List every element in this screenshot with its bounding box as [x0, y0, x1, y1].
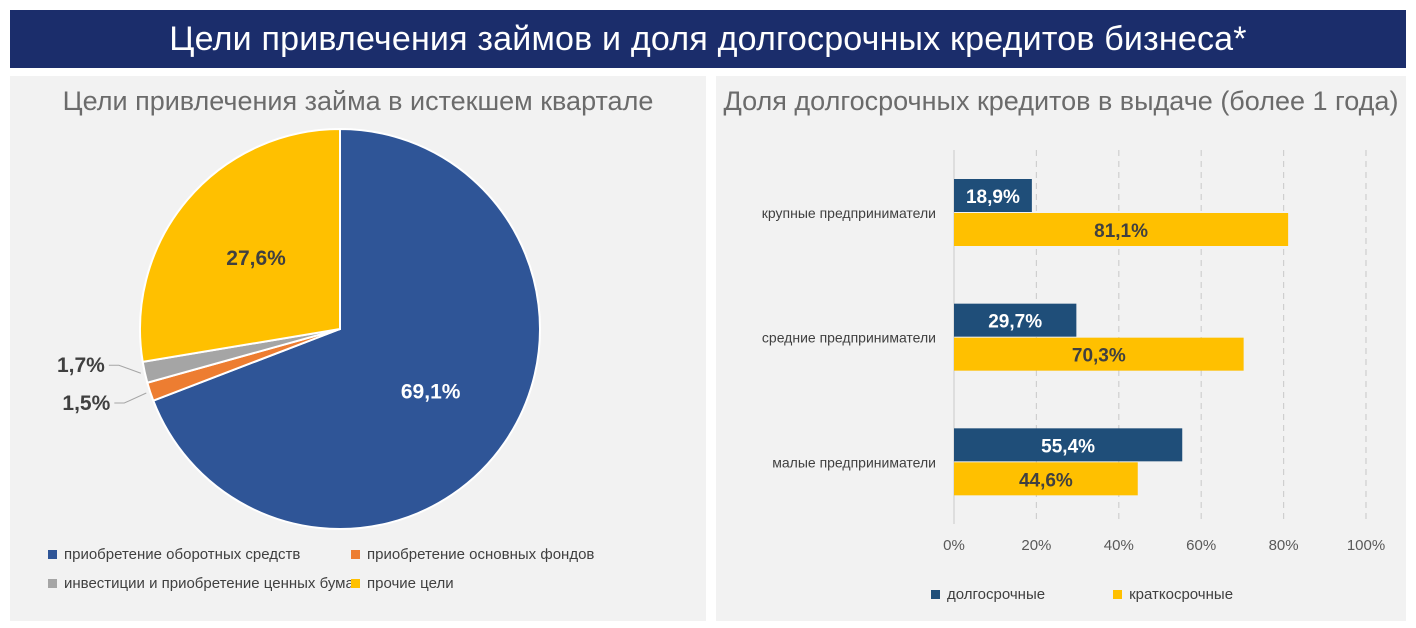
pie-legend-item-1: приобретение оборотных средств — [48, 546, 368, 563]
bar-chart-panel: Доля долгосрочных кредитов в выдаче (бол… — [716, 76, 1406, 621]
bar-data-label: 55,4% — [1041, 436, 1095, 457]
x-tick-label: 100% — [1347, 537, 1385, 554]
pie-chart-title: Цели привлечения займа в истекшем кварта… — [62, 86, 654, 116]
legend-label: инвестиции и приобретение ценных бумаг — [64, 575, 360, 592]
legend-label: приобретение основных фондов — [367, 546, 595, 563]
bar-data-label: 29,7% — [988, 312, 1042, 333]
legend-swatch — [48, 579, 57, 588]
legend-swatch — [931, 590, 940, 599]
bar-долгосрочные-1 — [954, 179, 1032, 212]
bar-data-label: 18,9% — [966, 187, 1020, 208]
pie-data-label-2: 1,5% — [62, 392, 110, 415]
bar-краткосрочные-1 — [954, 213, 1289, 246]
pie-data-label-1: 69,1% — [401, 380, 461, 403]
x-tick-label: 0% — [943, 537, 965, 554]
legend-label: прочие цели — [367, 575, 454, 592]
bar-data-label: 81,1% — [1094, 221, 1148, 242]
bar-legend-item-1: долгосрочные — [931, 586, 1045, 603]
pie-chart-panel: Цели привлечения займа в истекшем кварта… — [10, 76, 706, 621]
page-title: Цели привлечения займов и доля долгосроч… — [10, 10, 1406, 68]
pie-slice-4 — [139, 127, 341, 364]
bar-chart: 0% 20% 40% 60% 80% 100% крупные предпринимател… — [762, 150, 1385, 554]
pie-leader-line-3 — [108, 364, 142, 374]
pie-legend-item-2: приобретение основных фондов — [351, 546, 651, 563]
legend-swatch — [1113, 590, 1123, 599]
legend-swatch — [351, 550, 360, 559]
pie-legend: приобретение оборотных средств приобретен… — [48, 546, 688, 592]
pie-legend-item-3: инвестиции и приобретение ценных бумаг — [48, 575, 368, 592]
bar-legend: долгосрочные краткосрочные — [931, 586, 1233, 603]
x-tick-label: 60% — [1186, 537, 1216, 554]
category-label-средние-предприниматели: средние предприниматели — [762, 330, 936, 346]
legend-swatch — [48, 550, 57, 559]
bar-chart-title: Доля долгосрочных кредитов в выдаче (бол… — [723, 86, 1399, 116]
pie-chart: 69,1% 1,5% 1,7% 27,6% — [57, 127, 541, 530]
bar-краткосрочные-3 — [954, 462, 1138, 496]
category-label-крупные-предприниматели: крупные предприниматели — [762, 205, 936, 221]
pie-leader-line-2 — [114, 392, 147, 404]
bar-краткосрочные-2 — [954, 337, 1244, 371]
bar-data-label: 70,3% — [1072, 346, 1126, 367]
x-tick-label: 40% — [1104, 537, 1134, 554]
legend-label: краткосрочные — [1129, 586, 1234, 603]
legend-label: долгосрочные — [947, 586, 1046, 603]
x-tick-label: 20% — [1021, 537, 1051, 554]
bar-data-label: 44,6% — [1019, 470, 1073, 491]
legend-swatch — [351, 579, 360, 588]
category-label-малые-предприниматели: малые предприниматели — [772, 454, 936, 470]
pie-data-label-4: 27,6% — [226, 247, 286, 270]
bar-долгосрочные-3 — [954, 428, 1183, 462]
pie-legend-item-4: прочие цели — [351, 575, 651, 592]
pie-data-label-3: 1,7% — [57, 354, 105, 377]
bar-legend-item-2: краткосрочные — [1113, 586, 1233, 603]
legend-label: приобретение оборотных средств — [64, 546, 301, 563]
bar-долгосрочные-2 — [954, 303, 1077, 337]
pie-slice-1 — [151, 127, 541, 530]
x-tick-label: 80% — [1269, 537, 1299, 554]
